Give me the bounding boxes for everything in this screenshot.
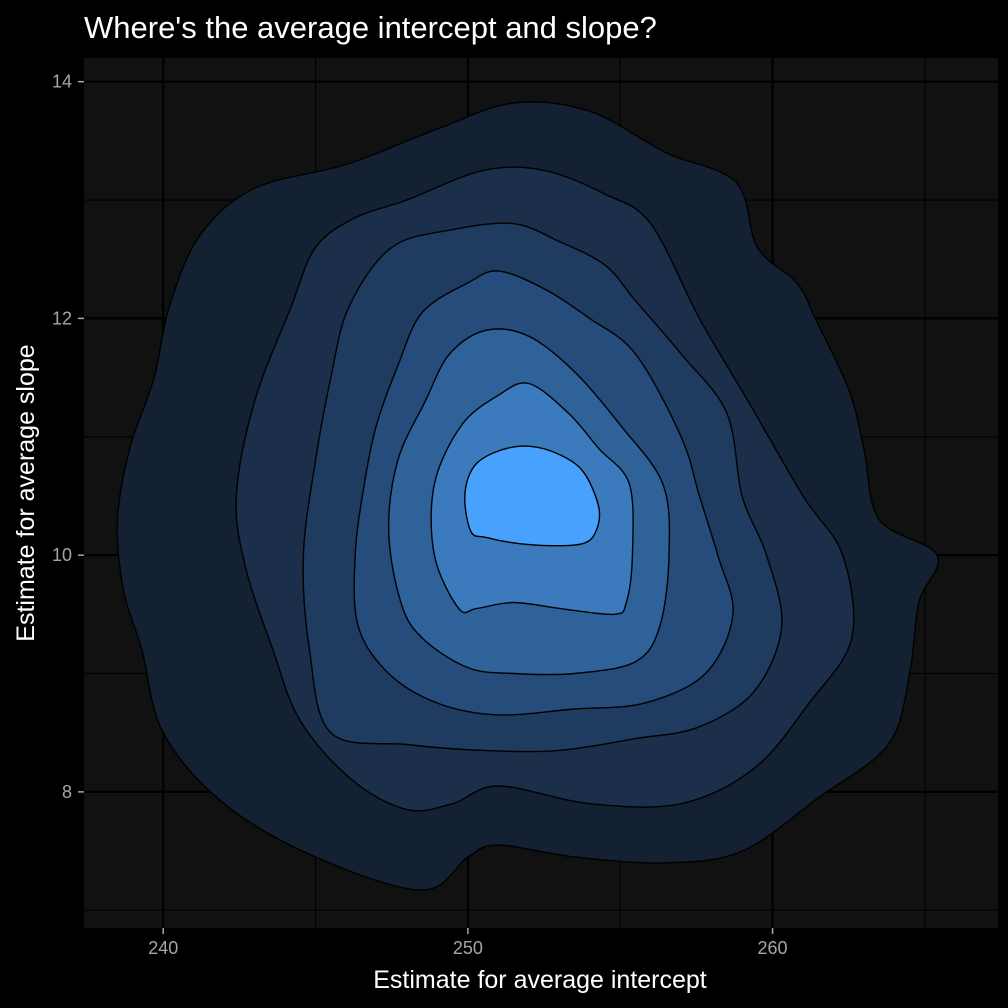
x-axis-title: Estimate for average intercept [373, 966, 707, 994]
y-axis: 8 10 12 14 [52, 72, 84, 802]
y-tick-label: 8 [62, 782, 72, 802]
density-contours [116, 101, 940, 891]
contour-level-7 [464, 445, 601, 547]
x-axis: 240 250 260 [148, 928, 788, 958]
y-tick-label: 14 [52, 72, 72, 92]
plot-area [84, 58, 998, 928]
y-tick-label: 12 [52, 308, 72, 328]
x-tick-label: 250 [453, 938, 483, 958]
x-tick-label: 260 [758, 938, 788, 958]
y-axis-title: Estimate for average slope [12, 344, 40, 641]
y-tick-label: 10 [52, 545, 72, 565]
chart-title: Where's the average intercept and slope? [84, 10, 657, 45]
x-tick-label: 240 [148, 938, 178, 958]
